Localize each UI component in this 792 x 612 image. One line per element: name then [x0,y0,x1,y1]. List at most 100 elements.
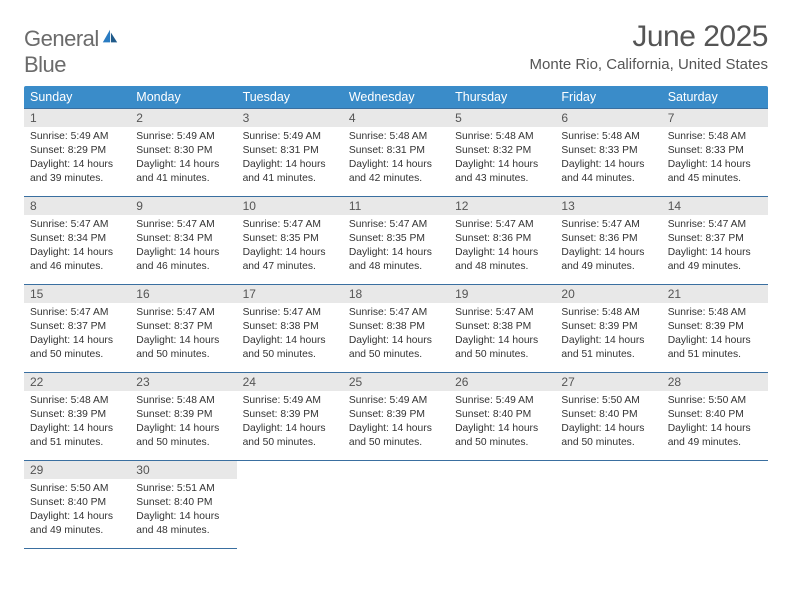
day-details: Sunrise: 5:48 AMSunset: 8:39 PMDaylight:… [662,303,768,364]
day-number: 16 [130,285,236,303]
day-number: 27 [555,373,661,391]
day-number: 15 [24,285,130,303]
calendar-cell [449,461,555,549]
day-number: 5 [449,109,555,127]
weekday-header: Wednesday [343,86,449,109]
day-number: 20 [555,285,661,303]
day-details: Sunrise: 5:47 AMSunset: 8:38 PMDaylight:… [343,303,449,364]
day-details: Sunrise: 5:47 AMSunset: 8:37 PMDaylight:… [662,215,768,276]
calendar-cell: 20Sunrise: 5:48 AMSunset: 8:39 PMDayligh… [555,285,661,373]
calendar-cell: 25Sunrise: 5:49 AMSunset: 8:39 PMDayligh… [343,373,449,461]
calendar-cell: 2Sunrise: 5:49 AMSunset: 8:30 PMDaylight… [130,109,236,197]
day-details: Sunrise: 5:49 AMSunset: 8:39 PMDaylight:… [343,391,449,452]
day-number: 2 [130,109,236,127]
day-details: Sunrise: 5:50 AMSunset: 8:40 PMDaylight:… [662,391,768,452]
day-number: 1 [24,109,130,127]
day-number: 4 [343,109,449,127]
title-block: June 2025 Monte Rio, California, United … [530,20,768,73]
day-details: Sunrise: 5:50 AMSunset: 8:40 PMDaylight:… [24,479,130,540]
day-number: 12 [449,197,555,215]
day-details: Sunrise: 5:49 AMSunset: 8:29 PMDaylight:… [24,127,130,188]
calendar-cell: 28Sunrise: 5:50 AMSunset: 8:40 PMDayligh… [662,373,768,461]
day-number: 30 [130,461,236,479]
day-number: 14 [662,197,768,215]
day-details: Sunrise: 5:47 AMSunset: 8:37 PMDaylight:… [130,303,236,364]
calendar-cell [343,461,449,549]
day-details: Sunrise: 5:49 AMSunset: 8:40 PMDaylight:… [449,391,555,452]
calendar-cell: 15Sunrise: 5:47 AMSunset: 8:37 PMDayligh… [24,285,130,373]
day-number: 17 [237,285,343,303]
day-details: Sunrise: 5:47 AMSunset: 8:35 PMDaylight:… [343,215,449,276]
day-number: 9 [130,197,236,215]
day-number: 13 [555,197,661,215]
day-details: Sunrise: 5:48 AMSunset: 8:33 PMDaylight:… [662,127,768,188]
calendar-cell [555,461,661,549]
day-details: Sunrise: 5:47 AMSunset: 8:38 PMDaylight:… [449,303,555,364]
day-details: Sunrise: 5:47 AMSunset: 8:36 PMDaylight:… [449,215,555,276]
day-number: 23 [130,373,236,391]
calendar-table: SundayMondayTuesdayWednesdayThursdayFrid… [24,86,768,549]
calendar-cell: 4Sunrise: 5:48 AMSunset: 8:31 PMDaylight… [343,109,449,197]
day-details: Sunrise: 5:49 AMSunset: 8:30 PMDaylight:… [130,127,236,188]
day-details: Sunrise: 5:47 AMSunset: 8:34 PMDaylight:… [130,215,236,276]
day-number: 22 [24,373,130,391]
calendar-cell: 16Sunrise: 5:47 AMSunset: 8:37 PMDayligh… [130,285,236,373]
day-details: Sunrise: 5:48 AMSunset: 8:39 PMDaylight:… [130,391,236,452]
calendar-cell: 26Sunrise: 5:49 AMSunset: 8:40 PMDayligh… [449,373,555,461]
logo: General Blue [24,20,119,78]
weekday-header: Friday [555,86,661,109]
logo-sail-icon [101,28,119,46]
day-details: Sunrise: 5:49 AMSunset: 8:39 PMDaylight:… [237,391,343,452]
day-details: Sunrise: 5:47 AMSunset: 8:38 PMDaylight:… [237,303,343,364]
calendar-cell: 3Sunrise: 5:49 AMSunset: 8:31 PMDaylight… [237,109,343,197]
calendar-cell: 6Sunrise: 5:48 AMSunset: 8:33 PMDaylight… [555,109,661,197]
day-number: 11 [343,197,449,215]
calendar-cell: 29Sunrise: 5:50 AMSunset: 8:40 PMDayligh… [24,461,130,549]
calendar-cell: 10Sunrise: 5:47 AMSunset: 8:35 PMDayligh… [237,197,343,285]
day-details: Sunrise: 5:48 AMSunset: 8:31 PMDaylight:… [343,127,449,188]
weekday-header: Saturday [662,86,768,109]
calendar-cell: 21Sunrise: 5:48 AMSunset: 8:39 PMDayligh… [662,285,768,373]
calendar-cell: 22Sunrise: 5:48 AMSunset: 8:39 PMDayligh… [24,373,130,461]
day-number: 25 [343,373,449,391]
day-details: Sunrise: 5:51 AMSunset: 8:40 PMDaylight:… [130,479,236,540]
day-number: 24 [237,373,343,391]
calendar-cell: 24Sunrise: 5:49 AMSunset: 8:39 PMDayligh… [237,373,343,461]
day-number: 3 [237,109,343,127]
weekday-header: Monday [130,86,236,109]
calendar-cell: 1Sunrise: 5:49 AMSunset: 8:29 PMDaylight… [24,109,130,197]
page-title: June 2025 [530,20,768,54]
calendar-cell: 27Sunrise: 5:50 AMSunset: 8:40 PMDayligh… [555,373,661,461]
calendar-cell: 8Sunrise: 5:47 AMSunset: 8:34 PMDaylight… [24,197,130,285]
calendar-cell: 11Sunrise: 5:47 AMSunset: 8:35 PMDayligh… [343,197,449,285]
calendar-cell: 9Sunrise: 5:47 AMSunset: 8:34 PMDaylight… [130,197,236,285]
calendar-header-row: SundayMondayTuesdayWednesdayThursdayFrid… [24,86,768,109]
calendar-cell: 12Sunrise: 5:47 AMSunset: 8:36 PMDayligh… [449,197,555,285]
calendar-cell: 23Sunrise: 5:48 AMSunset: 8:39 PMDayligh… [130,373,236,461]
calendar-cell: 13Sunrise: 5:47 AMSunset: 8:36 PMDayligh… [555,197,661,285]
header: General Blue June 2025 Monte Rio, Califo… [24,20,768,78]
day-details: Sunrise: 5:48 AMSunset: 8:32 PMDaylight:… [449,127,555,188]
logo-text: General Blue [24,26,119,78]
calendar-cell: 17Sunrise: 5:47 AMSunset: 8:38 PMDayligh… [237,285,343,373]
day-number: 10 [237,197,343,215]
day-number: 18 [343,285,449,303]
calendar-cell: 14Sunrise: 5:47 AMSunset: 8:37 PMDayligh… [662,197,768,285]
day-number: 26 [449,373,555,391]
calendar-cell: 19Sunrise: 5:47 AMSunset: 8:38 PMDayligh… [449,285,555,373]
day-details: Sunrise: 5:48 AMSunset: 8:39 PMDaylight:… [555,303,661,364]
weekday-header: Sunday [24,86,130,109]
day-number: 28 [662,373,768,391]
logo-word1: General [24,26,99,51]
day-number: 8 [24,197,130,215]
calendar-cell [662,461,768,549]
weekday-header: Tuesday [237,86,343,109]
day-details: Sunrise: 5:47 AMSunset: 8:35 PMDaylight:… [237,215,343,276]
day-details: Sunrise: 5:48 AMSunset: 8:33 PMDaylight:… [555,127,661,188]
weekday-header: Thursday [449,86,555,109]
calendar-body: 1Sunrise: 5:49 AMSunset: 8:29 PMDaylight… [24,109,768,549]
day-number: 21 [662,285,768,303]
location: Monte Rio, California, United States [530,56,768,73]
day-details: Sunrise: 5:47 AMSunset: 8:34 PMDaylight:… [24,215,130,276]
calendar-cell: 7Sunrise: 5:48 AMSunset: 8:33 PMDaylight… [662,109,768,197]
